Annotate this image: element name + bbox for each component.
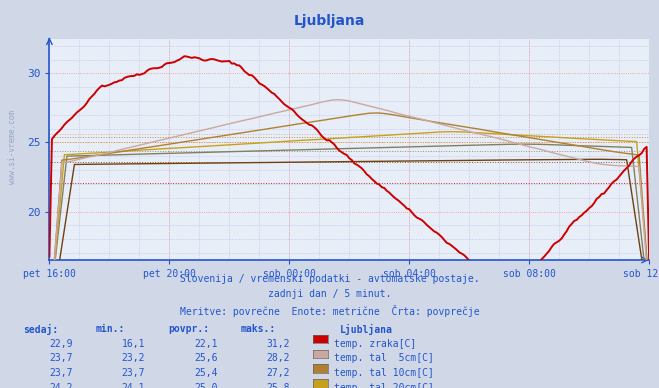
Text: maks.:: maks.: xyxy=(241,324,275,334)
Text: 25,6: 25,6 xyxy=(194,353,217,364)
Text: 23,7: 23,7 xyxy=(49,368,72,378)
Text: 23,2: 23,2 xyxy=(121,353,145,364)
Text: 16,1: 16,1 xyxy=(121,339,145,349)
Text: www.si-vreme.com: www.si-vreme.com xyxy=(8,111,17,184)
Text: 28,2: 28,2 xyxy=(266,353,290,364)
Text: Ljubljana: Ljubljana xyxy=(339,324,392,335)
Text: 31,2: 31,2 xyxy=(266,339,290,349)
Text: 23,7: 23,7 xyxy=(49,353,72,364)
Text: temp. tal 20cm[C]: temp. tal 20cm[C] xyxy=(334,383,434,388)
Text: Slovenija / vremenski podatki - avtomatske postaje.: Slovenija / vremenski podatki - avtomats… xyxy=(180,274,479,284)
Text: min.:: min.: xyxy=(96,324,125,334)
Text: 22,9: 22,9 xyxy=(49,339,72,349)
Text: temp. tal 10cm[C]: temp. tal 10cm[C] xyxy=(334,368,434,378)
Text: sedaj:: sedaj: xyxy=(23,324,58,335)
Text: 25,4: 25,4 xyxy=(194,368,217,378)
Text: 25,8: 25,8 xyxy=(266,383,290,388)
Text: 24,2: 24,2 xyxy=(49,383,72,388)
Text: 25,0: 25,0 xyxy=(194,383,217,388)
Text: povpr.:: povpr.: xyxy=(168,324,209,334)
Text: temp. zraka[C]: temp. zraka[C] xyxy=(334,339,416,349)
Text: Ljubljana: Ljubljana xyxy=(294,14,365,28)
Text: 23,7: 23,7 xyxy=(121,368,145,378)
Text: 27,2: 27,2 xyxy=(266,368,290,378)
Text: Meritve: povrečne  Enote: metrične  Črta: povprečje: Meritve: povrečne Enote: metrične Črta: … xyxy=(180,305,479,317)
Text: 24,1: 24,1 xyxy=(121,383,145,388)
Text: zadnji dan / 5 minut.: zadnji dan / 5 minut. xyxy=(268,289,391,299)
Text: temp. tal  5cm[C]: temp. tal 5cm[C] xyxy=(334,353,434,364)
Text: 22,1: 22,1 xyxy=(194,339,217,349)
